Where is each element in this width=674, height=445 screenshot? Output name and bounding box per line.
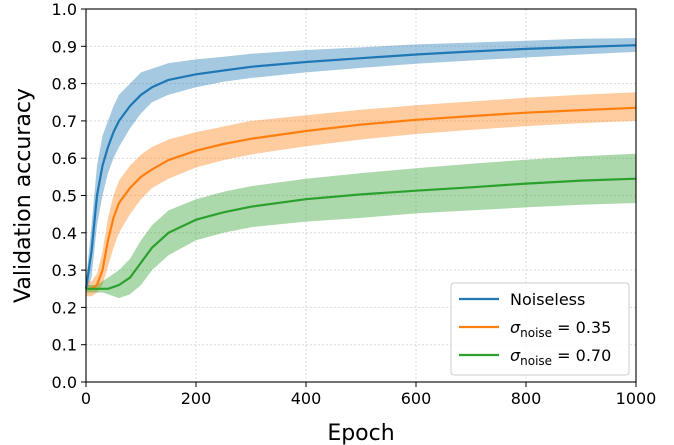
legend-box [450,282,630,376]
x-tick-label: 200 [181,389,212,408]
x-tick-label: 600 [401,389,432,408]
x-axis-title: Epoch [327,421,394,445]
y-axis-title: Validation accuracy [11,88,36,303]
series-2-line [86,177,637,290]
y-tick-label: 0.1 [52,336,77,355]
y-tick-label: 0.4 [52,224,77,243]
y-tick-label: 0.2 [52,298,77,317]
legend-label-0: Noiseless [510,290,585,309]
legend-label-1: σnoise = 0.35 [510,318,611,340]
series-2-band [86,153,636,299]
series-0-line [84,44,637,289]
legend: Noiseless σnoise = 0.35 σnoise = 0.70 [450,282,630,376]
y-tick-label: 1.0 [52,0,77,19]
y-tick-label: 0.0 [52,373,77,392]
confidence-bands [86,38,636,299]
y-tick-label: 0.6 [52,149,77,168]
y-tick-label: 0.3 [52,261,77,280]
y-tick-label: 0.9 [52,37,77,56]
x-axis: 0 200 400 600 800 1000 [81,382,656,408]
y-axis: 0.0 0.1 0.2 0.3 0.4 0.5 0.6 0.7 0.8 0.9 1.0 [52,0,86,392]
y-tick-label: 0.8 [52,75,77,94]
y-tick-label: 0.7 [52,112,77,131]
x-tick-label: 1000 [616,389,657,408]
series-lines [84,44,637,290]
x-tick-label: 800 [511,389,542,408]
series-1-line [86,106,637,290]
x-tick-label: 0 [81,389,91,408]
y-tick-label: 0.5 [52,187,77,206]
x-tick-label: 400 [291,389,322,408]
legend-label-2: σnoise = 0.70 [510,346,611,368]
